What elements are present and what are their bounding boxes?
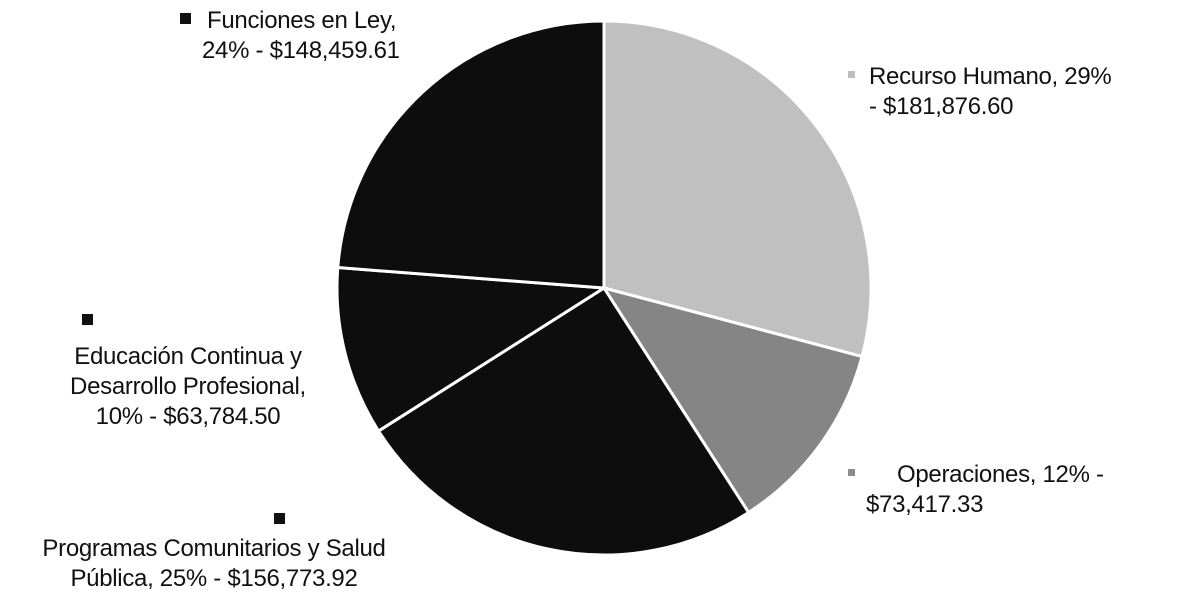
label-operaciones-line2: $73,417.33	[866, 491, 984, 518]
label-recurso-line1: Recurso Humano, 29%	[869, 63, 1112, 90]
label-educacion-line3: 10% - $63,784.50	[95, 403, 281, 430]
label-educacion-line2: Desarrollo Profesional,	[70, 373, 306, 400]
legend-marker-programas	[274, 513, 285, 524]
pie-slice-educacion-continua-y-desarrollo-profesional	[335, 266, 606, 433]
legend-label-operaciones: Operaciones, 12% - $73,417.33	[848, 460, 1104, 520]
label-operaciones-line1: Operaciones, 12% -	[897, 461, 1104, 488]
label-programas-line2: Pública, 25% - $156,773.92	[70, 565, 358, 592]
legend-marker-educacion	[82, 314, 93, 325]
pie-slice-funciones-en-ley	[336, 19, 606, 290]
legend-label-programas: Programas Comunitarios y Salud Pública, …	[6, 534, 422, 594]
legend-label-educacion: Educación Continua y Desarrollo Profesio…	[30, 342, 346, 432]
legend-marker-operaciones	[848, 469, 855, 477]
legend-label-recurso-humano: Recurso Humano, 29% - $181,876.60	[848, 62, 1112, 122]
label-funciones-line2: 24% - $148,459.61	[202, 37, 400, 64]
label-programas-line1: Programas Comunitarios y Salud	[42, 535, 386, 562]
label-educacion-line1: Educación Continua y	[74, 343, 302, 370]
pie-slice-operaciones	[602, 286, 864, 514]
pie-slice-programas-comunitarios-y-salud-publica	[377, 286, 751, 557]
pie-slice-recurso-humano	[602, 19, 873, 359]
legend-marker-funciones	[180, 13, 191, 25]
label-recurso-line2: - $181,876.60	[869, 93, 1014, 120]
legend-label-funciones: Funciones en Ley, 24% - $148,459.61	[180, 6, 400, 66]
legend-marker-recurso-humano	[848, 71, 855, 79]
label-funciones-line1: Funciones en Ley,	[207, 7, 397, 34]
